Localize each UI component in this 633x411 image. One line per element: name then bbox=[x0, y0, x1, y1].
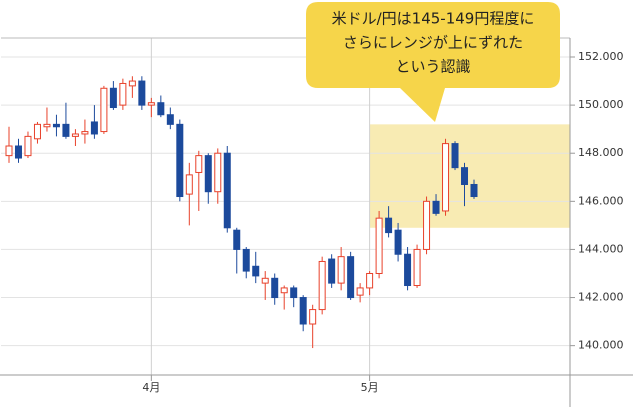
candle-body bbox=[204, 155, 212, 193]
candle-body bbox=[347, 256, 355, 299]
y-tick-label: 146.000 bbox=[578, 194, 624, 207]
candle-body bbox=[128, 80, 136, 87]
candle-body bbox=[195, 155, 203, 173]
callout-bubble bbox=[306, 2, 560, 122]
candle-body bbox=[33, 123, 41, 140]
candle-body bbox=[366, 272, 374, 289]
candle-body bbox=[223, 152, 231, 229]
candle-body bbox=[62, 123, 70, 137]
candle-body bbox=[404, 253, 412, 287]
candle-body bbox=[176, 123, 184, 198]
candle-body bbox=[318, 260, 326, 311]
candle-body bbox=[5, 145, 13, 157]
candle-body bbox=[385, 217, 393, 234]
candle-body bbox=[290, 287, 298, 299]
candle-body bbox=[147, 102, 155, 106]
candle-body bbox=[442, 143, 450, 212]
x-tick-label: 4月 bbox=[142, 381, 160, 394]
candle-body bbox=[280, 287, 288, 294]
candle-body bbox=[451, 143, 459, 169]
y-tick-label: 150.000 bbox=[578, 98, 624, 111]
candle-body bbox=[119, 82, 127, 106]
candle-body bbox=[309, 309, 317, 325]
y-tick-label: 148.000 bbox=[578, 146, 624, 159]
y-tick-label: 142.000 bbox=[578, 291, 624, 304]
x-tick-label: 5月 bbox=[361, 381, 379, 394]
candle-body bbox=[90, 121, 98, 135]
candle-body bbox=[328, 258, 336, 284]
candle-body bbox=[299, 297, 307, 325]
candle-body bbox=[242, 248, 250, 272]
candle-body bbox=[233, 229, 241, 250]
candle-body bbox=[261, 277, 269, 284]
candle-body bbox=[109, 87, 117, 109]
candle-body bbox=[252, 265, 260, 277]
candle-body bbox=[52, 123, 60, 128]
candle-body bbox=[461, 167, 469, 185]
candle-body bbox=[394, 229, 402, 255]
candle-body bbox=[470, 183, 478, 198]
candle-body bbox=[81, 131, 89, 135]
y-tick-label: 152.000 bbox=[578, 50, 624, 63]
candle-body bbox=[375, 217, 383, 274]
candle-body bbox=[185, 174, 193, 195]
candle-body bbox=[71, 133, 79, 137]
callout-text: さらにレンジが上にずれた bbox=[343, 34, 523, 52]
callout-text: という認識 bbox=[395, 58, 470, 76]
y-tick-label: 140.000 bbox=[578, 339, 624, 352]
candle-body bbox=[423, 200, 431, 250]
candle-body bbox=[43, 123, 51, 128]
candle-body bbox=[356, 287, 364, 296]
candle-body bbox=[337, 256, 345, 284]
candle-body bbox=[413, 248, 421, 287]
candle-body bbox=[100, 87, 108, 133]
candle-body bbox=[24, 135, 32, 157]
y-tick-label: 144.000 bbox=[578, 242, 624, 255]
candle-body bbox=[14, 145, 22, 159]
callout-text: 米ドル/円は145-149円程度に bbox=[332, 10, 535, 28]
candle-body bbox=[271, 277, 279, 299]
candle-body bbox=[138, 80, 146, 106]
highlight-band bbox=[369, 124, 570, 228]
candle-body bbox=[432, 200, 440, 214]
candle-body bbox=[214, 152, 222, 193]
candle-body bbox=[166, 114, 174, 125]
candle-body bbox=[157, 102, 165, 116]
